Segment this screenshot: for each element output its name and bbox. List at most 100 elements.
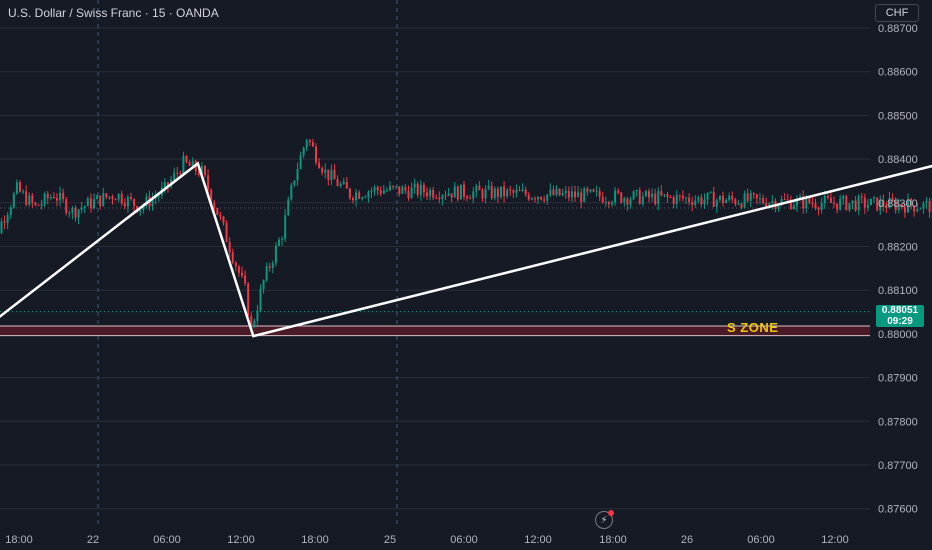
candle-body [814,203,817,208]
candle-body [133,198,136,207]
candle-body [854,200,857,211]
currency-button[interactable]: CHF [875,4,919,22]
candle-body [577,192,580,198]
candle-body [620,192,623,203]
candle-body [879,200,882,211]
candle-body [922,202,925,209]
candle-body [327,169,330,181]
candle-body [466,196,469,199]
candle-body [740,203,743,208]
candle-body [768,203,771,208]
candle-body [866,205,869,208]
candle-body [453,186,456,198]
candle-body [845,196,848,210]
candle-body [447,193,450,196]
candle-body [367,192,370,198]
candle-body [672,197,675,204]
candle-body [820,202,823,210]
candle-body [925,200,928,203]
candle-body [86,198,89,207]
candle-body [302,147,305,156]
candle-body [907,198,909,213]
candle-body [583,188,586,202]
candle-body [22,191,25,193]
candle-body [666,194,669,197]
candle-body [154,196,157,199]
candle-body [28,195,31,205]
candle-body [873,197,876,199]
candle-body [629,199,632,205]
symbol-title: U.S. Dollar / Swiss Franc · 15 · OANDA [8,6,219,20]
x-axis-label: 12:00 [821,534,849,546]
candle-body [743,193,746,208]
candle-body [836,203,839,210]
candle-body [552,189,555,195]
candle-body [654,193,657,204]
candle-body [361,197,364,199]
candle-body [694,200,697,206]
candle-body [426,192,428,197]
candle-body [31,195,34,203]
candle-body [521,189,524,192]
candle-body [848,203,851,210]
candle-body [555,188,558,195]
candle-body [762,198,765,204]
candle-body [792,205,795,209]
candle-body [860,196,863,198]
candle-body [216,208,219,215]
candle-body [71,207,74,213]
candle-body [379,190,382,194]
x-axis-label: 06:00 [747,534,775,546]
candles [0,138,932,333]
candle-body [142,205,145,211]
y-axis-label: 0.88500 [878,110,918,122]
candle-body [117,193,120,200]
candle-body [435,197,438,199]
y-axis-label: 0.88700 [878,23,918,35]
candle-body [789,199,792,209]
candle-body [833,202,835,204]
candle-body [509,189,512,191]
candle-body [527,194,530,200]
candle-body [46,193,49,199]
x-axis-label: 18:00 [301,534,329,546]
candle-body [709,192,712,194]
candle-body [191,160,194,166]
candle-body [703,199,706,205]
candle-body [274,245,277,264]
candle-body [728,195,731,201]
candle-body [598,190,601,197]
candle-body [19,182,21,192]
candle-body [114,199,117,201]
candle-body [333,170,336,180]
candle-body [432,189,435,198]
candle-body [34,202,37,205]
candle-body [123,203,126,207]
candle-body [885,206,888,209]
candle-body [644,191,647,197]
lightning-icon[interactable]: ⚡ [595,510,614,529]
candle-body [657,191,660,204]
candle-body [808,197,811,203]
candle-body [888,198,891,209]
candle-body [456,186,459,200]
candle-body [299,155,302,170]
candle-body [718,195,721,201]
candle-body [311,142,314,147]
candle-body [725,200,728,203]
candle-body [481,190,484,199]
candle-body [120,193,123,204]
candle-body [77,209,80,218]
candle-body [336,179,339,187]
candle-body [139,210,142,212]
support-zone-label: S ZONE [727,320,779,335]
candle-body [755,194,758,199]
candle-body [355,192,358,201]
candle-body [746,193,749,201]
candle-body [786,199,789,201]
candle-body [626,198,629,205]
candle-body [540,196,543,200]
candle-body [429,189,432,197]
